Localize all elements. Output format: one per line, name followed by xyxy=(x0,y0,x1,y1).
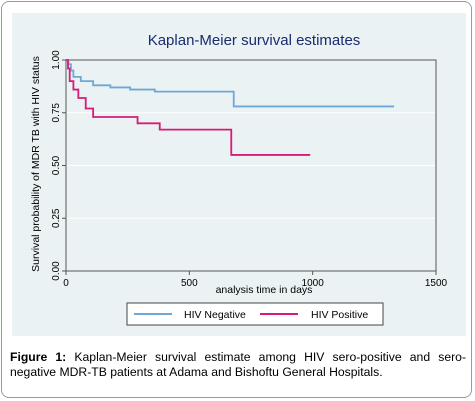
series-lines xyxy=(66,59,395,156)
survival-curve-hiv-positive xyxy=(66,59,311,156)
y-tick-label: 0.25 xyxy=(51,208,62,228)
x-tick-label: 500 xyxy=(181,278,198,289)
y-tick-label: 0.00 xyxy=(51,261,62,281)
y-tick-label: 1.00 xyxy=(51,50,62,70)
x-axis-label: analysis time in days xyxy=(216,284,313,296)
legend-label-hiv-positive: HIV Positive xyxy=(311,309,368,321)
legend-box xyxy=(126,302,384,326)
survival-curve-hiv-negative xyxy=(66,59,395,108)
km-chart: 0.00 0.25 0.50 0.75 1.00 0 500 1000 1500 Kaplan-… xyxy=(30,32,448,326)
x-tick-label: 1500 xyxy=(425,278,448,289)
legend-label-hiv-negative: HIV Negative xyxy=(184,309,246,321)
grid-lines xyxy=(66,59,436,272)
x-tick-label: 1000 xyxy=(302,278,325,289)
x-tick-label: 0 xyxy=(63,278,69,289)
y-tick-label: 0.50 xyxy=(51,155,62,175)
chart-title: Kaplan-Meier survival estimates xyxy=(148,32,361,49)
caption-text: Kaplan-Meier survival estimate among HIV… xyxy=(10,350,467,379)
axes: 0.00 0.25 0.50 0.75 1.00 0 500 1000 1500 xyxy=(51,50,448,289)
y-tick-label: 0.75 xyxy=(51,103,62,123)
figure-caption: Figure 1: Kaplan-Meier survival estimate… xyxy=(10,350,466,380)
legend: HIV Negative HIV Positive xyxy=(126,302,384,326)
caption-label: Figure 1: xyxy=(10,350,67,364)
y-axis-label: Survival probability of MDR TB with HIV … xyxy=(30,56,42,272)
chart-area: 0.00 0.25 0.50 0.75 1.00 0 500 1000 1500 Kaplan-… xyxy=(12,13,466,336)
